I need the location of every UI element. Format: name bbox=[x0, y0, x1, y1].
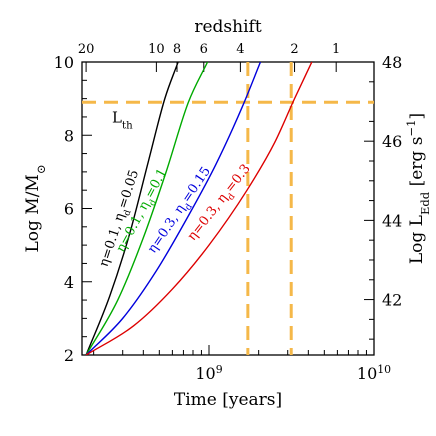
y-left-tick-label: 6 bbox=[64, 200, 74, 219]
threshold-label: Lth bbox=[112, 108, 133, 131]
y-left-tick-label: 2 bbox=[64, 346, 74, 365]
redshift-tick-label: 20 bbox=[78, 42, 95, 57]
y-left-tick-label: 8 bbox=[64, 126, 74, 145]
y-right-tick-label: 42 bbox=[382, 291, 402, 310]
y-left-tick-label: 10 bbox=[54, 53, 74, 72]
series-line-1 bbox=[85, 62, 179, 355]
x-tick-label: 1010 bbox=[357, 363, 391, 384]
y-left-tick-label: 4 bbox=[64, 273, 74, 292]
redshift-tick-label: 10 bbox=[148, 42, 165, 57]
redshift-tick-label: 2 bbox=[290, 42, 298, 57]
redshift-tick-label: 4 bbox=[236, 42, 244, 57]
top-axis-label: redshift bbox=[194, 17, 261, 37]
x-tick-label: 109 bbox=[195, 363, 222, 384]
x-axis-label: Time [years] bbox=[174, 390, 282, 410]
y-right-tick-label: 48 bbox=[382, 53, 402, 72]
redshift-tick-label: 6 bbox=[200, 42, 208, 57]
y-left-axis-label: Log M/M⊙ bbox=[23, 164, 48, 252]
series-line-3 bbox=[85, 62, 262, 355]
series-line-4 bbox=[85, 62, 313, 355]
y-right-tick-label: 46 bbox=[382, 132, 402, 151]
y-right-axis-label: Log LEdd [erg s−1] bbox=[404, 113, 432, 264]
y-right-tick-label: 44 bbox=[382, 211, 402, 230]
redshift-tick-label: 1 bbox=[332, 42, 340, 57]
series-line-2 bbox=[85, 62, 209, 355]
redshift-tick-label: 8 bbox=[173, 42, 181, 57]
